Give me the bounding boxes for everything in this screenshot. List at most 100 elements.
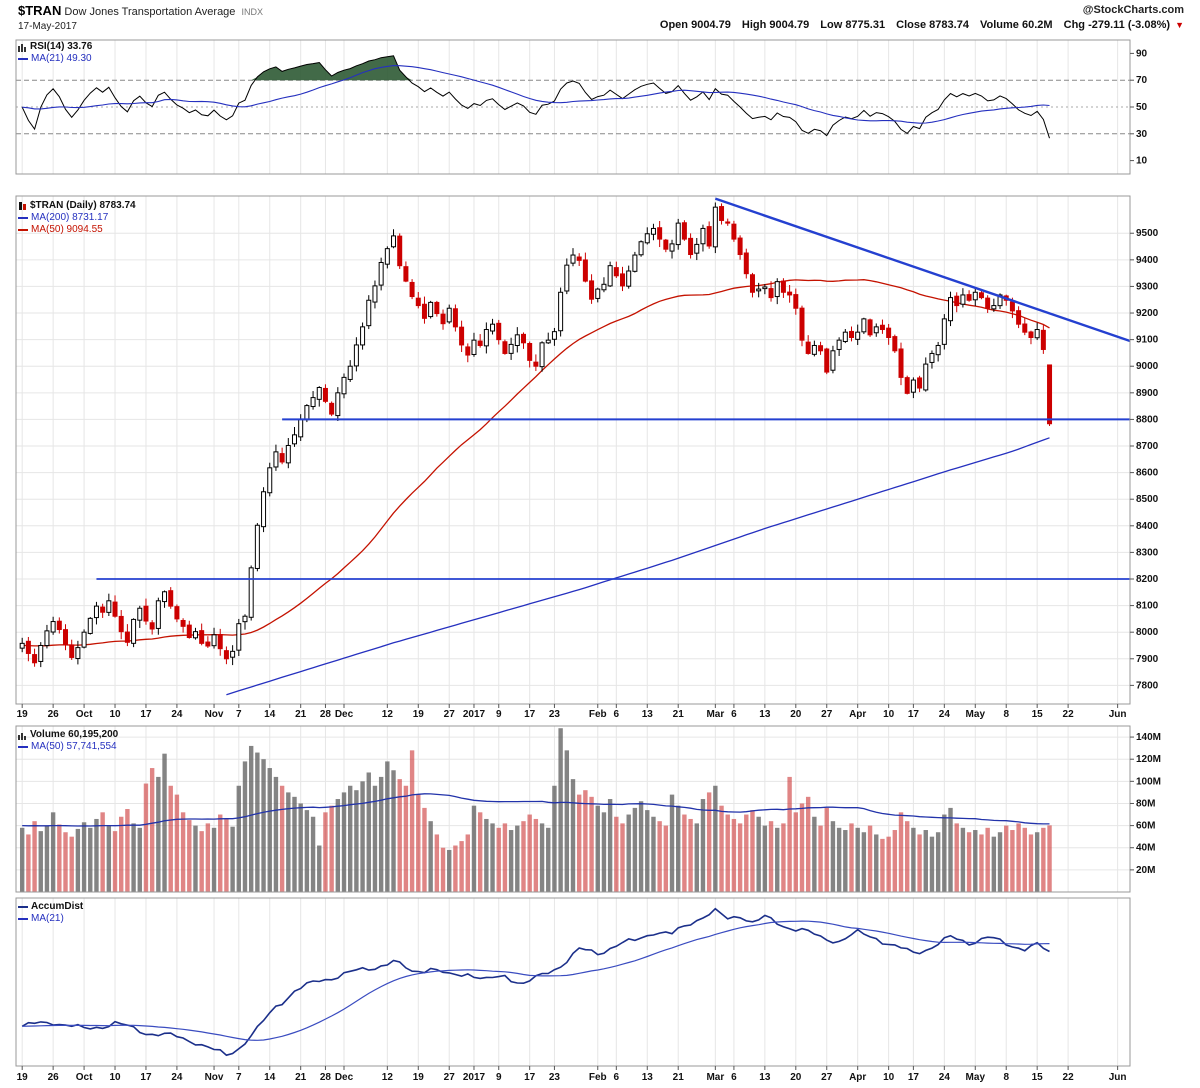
quote-high: High 9004.79 [741,19,810,31]
rsi-ma-swatch [18,58,28,60]
svg-text:17: 17 [140,709,152,720]
candlestick-icon [18,201,27,211]
svg-text:Oct: Oct [76,1072,93,1083]
svg-text:9000: 9000 [1136,361,1159,372]
svg-text:13: 13 [759,709,771,720]
svg-text:8400: 8400 [1136,521,1159,532]
svg-text:21: 21 [673,709,685,720]
svg-text:70: 70 [1136,75,1148,86]
quote-strip: Open 9004.79 High 9004.79 Low 8775.31 Cl… [652,19,1184,31]
svg-text:9: 9 [496,1072,502,1083]
svg-text:21: 21 [295,1072,307,1083]
price-legend: $TRAN (Daily) 8783.74 MA(200) 8731.17 MA… [18,200,136,236]
svg-text:May: May [966,709,986,720]
svg-text:13: 13 [642,1072,654,1083]
price-label: $TRAN (Daily) 8783.74 [30,200,136,211]
accum-dist-ma-line [22,920,1050,1041]
ma50-line [22,279,1050,647]
svg-text:20: 20 [790,1072,802,1083]
svg-text:Nov: Nov [205,709,224,720]
svg-text:7: 7 [236,1072,242,1083]
svg-text:13: 13 [642,709,654,720]
svg-text:24: 24 [171,709,183,720]
svg-text:Jun: Jun [1109,1072,1127,1083]
svg-text:8: 8 [1003,1072,1009,1083]
svg-text:6: 6 [614,1072,620,1083]
svg-text:24: 24 [171,1072,183,1083]
ma200-line [226,437,1050,696]
indicator-icon [18,43,27,52]
svg-text:10: 10 [109,709,121,720]
svg-text:10: 10 [883,709,895,720]
svg-text:Feb: Feb [589,1072,607,1083]
downtrend-line [714,197,1131,343]
svg-text:9400: 9400 [1136,255,1159,266]
svg-text:23: 23 [549,1072,561,1083]
svg-text:27: 27 [821,709,833,720]
rsi-legend: RSI(14) 33.76 MA(21) 49.30 [18,41,92,65]
ma200-label: MA(200) 8731.17 [31,212,109,223]
quote-open: Open 9004.79 [659,19,731,31]
svg-text:80M: 80M [1136,798,1155,809]
exchange-label: INDX [241,7,263,17]
svg-text:24: 24 [939,1072,951,1083]
svg-text:27: 27 [444,1072,456,1083]
volume-ma-swatch [18,746,28,748]
svg-text:140M: 140M [1136,732,1161,743]
svg-text:21: 21 [673,1072,685,1083]
svg-text:21: 21 [295,709,307,720]
svg-text:6: 6 [731,709,737,720]
svg-text:13: 13 [759,1072,771,1083]
ma200-swatch [18,217,28,219]
rsi-ma-line [22,65,1050,124]
svg-text:14: 14 [264,709,276,720]
svg-text:8700: 8700 [1136,441,1159,452]
quote-change: Chg -279.11 (-3.08%) [1063,19,1171,31]
quote-low: Low 8775.31 [820,19,886,31]
svg-text:6: 6 [614,709,620,720]
svg-text:2017: 2017 [463,709,486,720]
svg-text:Nov: Nov [205,1072,224,1083]
svg-text:17: 17 [140,1072,152,1083]
rsi-ma-label: MA(21) 49.30 [31,53,92,64]
svg-text:50: 50 [1136,102,1148,113]
stockcharts-credit: @StockCharts.com [1082,4,1184,16]
svg-text:17: 17 [524,1072,536,1083]
series [19,55,1131,1057]
svg-text:20M: 20M [1136,865,1155,876]
svg-text:27: 27 [821,1072,833,1083]
svg-text:8800: 8800 [1136,414,1159,425]
svg-text:19: 19 [17,1072,29,1083]
svg-text:6: 6 [731,1072,737,1083]
rsi-overbought-fill [22,55,1050,81]
accum-dist-label: AccumDist [31,901,84,912]
svg-text:Dec: Dec [335,1072,354,1083]
svg-text:19: 19 [413,1072,425,1083]
accum-dist-ma-label: MA(21) [31,913,64,924]
svg-text:8200: 8200 [1136,574,1159,585]
quote-volume: Volume 60.2M [980,19,1053,31]
svg-text:15: 15 [1032,1072,1044,1083]
candlesticks [19,202,1053,668]
volume-ma-line [22,793,1050,827]
svg-text:17: 17 [908,1072,920,1083]
svg-text:24: 24 [939,709,951,720]
ma50-swatch [18,229,28,231]
svg-text:60M: 60M [1136,821,1155,832]
svg-text:9500: 9500 [1136,228,1159,239]
accum-dist-ma-swatch [18,918,28,920]
rsi-line [21,55,1050,139]
volume-ma-label: MA(50) 57,741,554 [31,741,117,752]
grid-lines [16,40,1130,1066]
svg-text:9300: 9300 [1136,281,1159,292]
svg-text:19: 19 [413,709,425,720]
symbol: $TRAN [18,3,62,18]
volume-label: Volume 60,195,200 [30,729,119,740]
svg-text:28: 28 [320,709,332,720]
svg-text:Apr: Apr [849,709,866,720]
svg-text:17: 17 [908,709,920,720]
svg-text:26: 26 [48,709,60,720]
svg-text:14: 14 [264,1072,276,1083]
